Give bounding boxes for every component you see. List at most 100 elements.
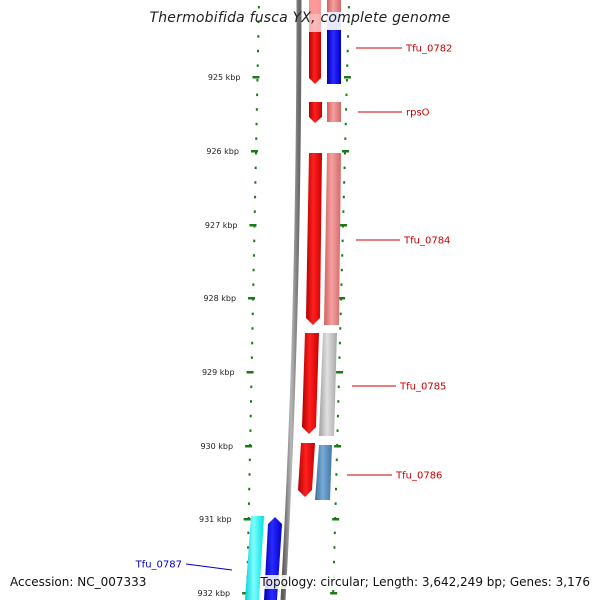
major-tick — [343, 76, 351, 79]
minor-tick — [335, 473, 338, 476]
minor-tick — [337, 400, 340, 403]
minor-tick — [333, 531, 336, 535]
minor-tick — [347, 6, 350, 9]
minor-tick — [248, 458, 251, 462]
minor-tick — [333, 546, 336, 549]
forward-strand-genes — [298, 0, 322, 497]
minor-tick — [249, 414, 252, 418]
minor-tick — [254, 152, 257, 155]
minor-tick — [337, 385, 340, 389]
minor-tick — [342, 195, 345, 199]
gene-label[interactable]: Tfu_0786 — [395, 471, 442, 482]
gene-tfu-0784-arrow[interactable] — [306, 153, 322, 325]
minor-tick — [256, 64, 259, 67]
gene-label[interactable]: Tfu_0782 — [405, 44, 452, 55]
major-tick — [336, 371, 344, 374]
minor-tick — [341, 239, 344, 243]
minor-tick — [336, 414, 339, 418]
minor-tick — [248, 473, 251, 476]
genome-backbone — [280, 0, 302, 600]
kbp-tick-label: 926 kbp — [206, 147, 239, 156]
kbp-tick-label: 928 kbp — [203, 294, 236, 303]
minor-tick — [341, 254, 344, 257]
minor-tick — [250, 385, 253, 389]
gene-tfu-0785-block[interactable] — [319, 333, 337, 436]
major-tick — [250, 150, 258, 153]
minor-tick — [257, 49, 260, 53]
gene-label[interactable]: Tfu_0785 — [399, 382, 446, 393]
major-tick — [340, 224, 347, 227]
track-block-top-pink — [327, 0, 341, 12]
outer-track-blocks — [315, 0, 341, 500]
gene-leader-line — [185, 563, 233, 571]
minor-tick — [339, 312, 342, 316]
map-title: Thermobifida fusca YX, complete genome — [149, 10, 451, 26]
minor-tick — [252, 254, 255, 257]
minor-tick — [249, 400, 252, 403]
minor-tick — [336, 429, 339, 432]
gene-rpso-arrow[interactable] — [309, 102, 322, 123]
major-tick — [338, 297, 346, 300]
major-tick — [252, 76, 260, 79]
kbp-tick-label: 927 kbp — [205, 221, 238, 230]
gene-tfu-0786-block[interactable] — [315, 445, 332, 500]
left-tick-track — [242, 6, 260, 595]
minor-tick — [252, 268, 255, 272]
minor-tick — [252, 283, 255, 286]
gene-tfu-0786-arrow[interactable] — [298, 443, 315, 497]
minor-tick — [256, 93, 259, 97]
minor-tick — [257, 20, 260, 24]
minor-tick — [346, 49, 349, 53]
minor-tick — [343, 166, 346, 170]
minor-tick — [251, 312, 254, 316]
minor-tick — [257, 35, 260, 38]
minor-tick — [346, 64, 349, 67]
minor-tick — [343, 152, 346, 155]
major-tick — [341, 150, 349, 153]
minor-tick — [338, 356, 341, 359]
forward-strand-top-white — [309, 14, 321, 32]
genome-summary-text: Topology: circular; Length: 3,642,249 bp… — [260, 575, 590, 589]
gene-tfu-0787-cyan[interactable] — [245, 516, 264, 600]
minor-tick — [334, 502, 337, 505]
gene-labels: Tfu_0782 rpsO Tfu_0784 Tfu_0785 Tfu_0786 Tfu_… — [135, 44, 453, 571]
gene-label[interactable]: rpsO — [406, 108, 430, 119]
kbp-tick-label: 930 kbp — [200, 442, 233, 451]
minor-tick — [256, 79, 259, 82]
minor-tick — [254, 181, 257, 184]
minor-tick — [345, 79, 348, 82]
minor-tick — [255, 122, 258, 126]
gene-label[interactable]: Tfu_0784 — [403, 236, 450, 247]
minor-tick — [345, 93, 348, 97]
major-tick — [332, 518, 340, 521]
major-tick — [245, 445, 253, 448]
minor-tick — [257, 6, 260, 9]
forward-strand-top-fade — [309, 0, 321, 14]
minor-tick — [255, 108, 258, 111]
minor-tick — [343, 181, 346, 184]
minor-tick — [247, 502, 250, 505]
minor-tick — [253, 210, 256, 213]
minor-tick — [253, 239, 256, 243]
minor-tick — [335, 458, 338, 462]
minor-tick — [250, 356, 253, 359]
gene-tfu-0785-arrow[interactable] — [302, 333, 319, 434]
minor-tick — [347, 20, 350, 24]
minor-tick — [344, 137, 347, 140]
gene-label[interactable]: Tfu_0787 — [135, 560, 182, 571]
gene-rpso-block[interactable] — [327, 102, 341, 122]
minor-tick — [333, 560, 336, 564]
minor-tick — [255, 137, 258, 140]
kbp-labels: 925 kbp 926 kbp 927 kbp 928 kbp 929 kbp 930 k… — [198, 73, 241, 598]
major-tick — [330, 592, 338, 595]
gene-tfu-0784-block[interactable] — [324, 153, 341, 325]
accession-text: Accession: NC_007333 — [10, 575, 147, 589]
kbp-tick-label: 929 kbp — [202, 368, 235, 377]
minor-tick — [254, 195, 257, 199]
minor-tick — [247, 531, 250, 535]
minor-tick — [334, 487, 337, 491]
major-tick — [246, 371, 254, 374]
minor-tick — [338, 341, 341, 345]
major-tick — [334, 445, 342, 448]
